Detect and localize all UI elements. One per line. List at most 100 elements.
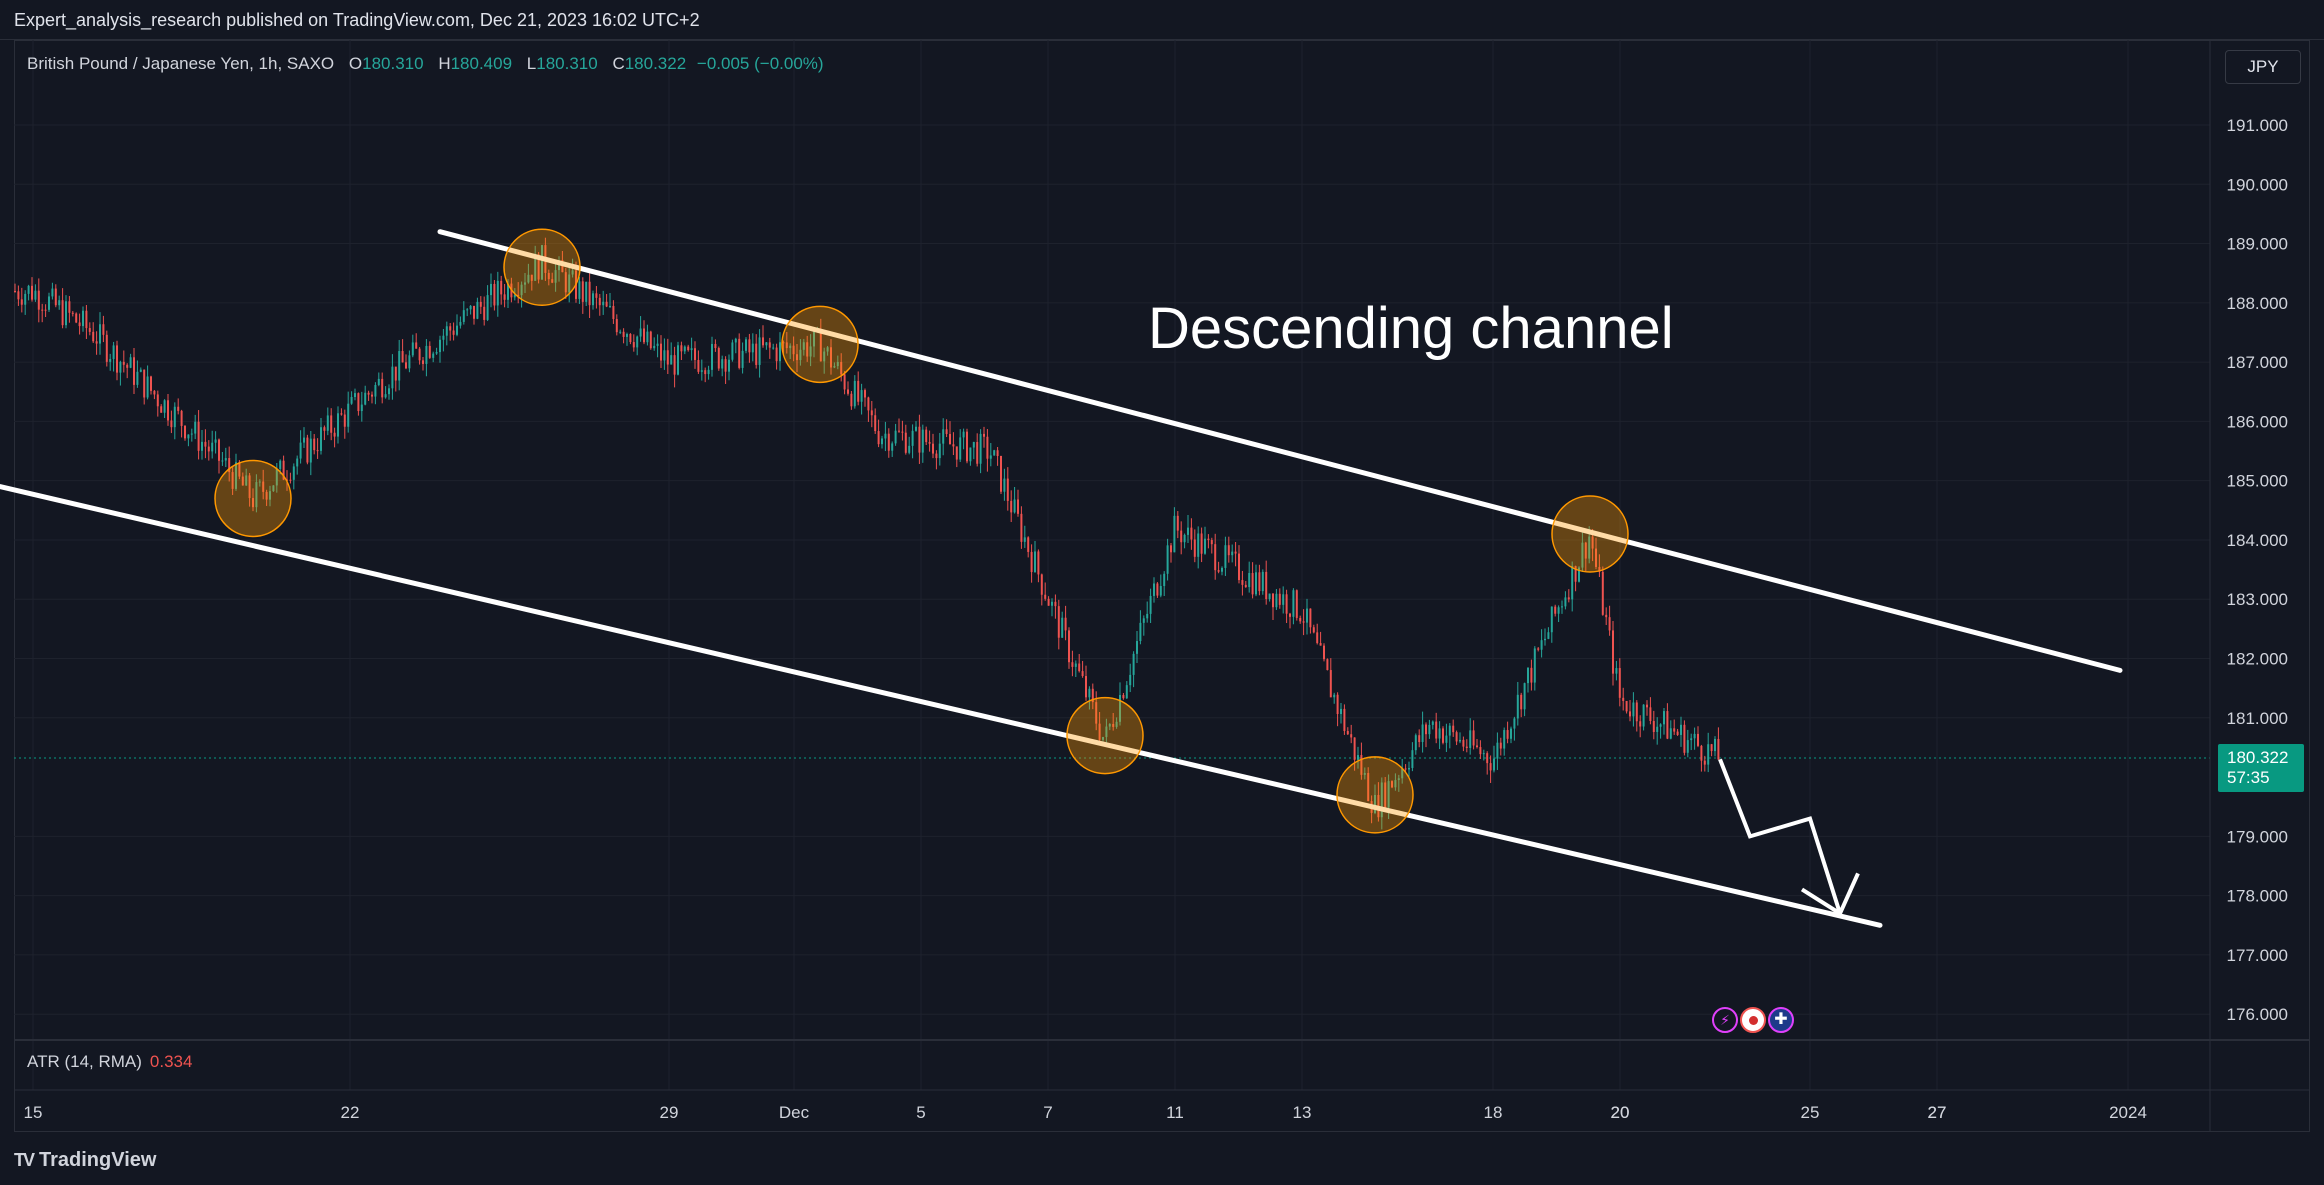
candle-body — [173, 406, 176, 428]
candle-body — [269, 491, 271, 500]
candle-body — [1017, 499, 1019, 514]
candle-body — [296, 458, 299, 467]
candle-body — [1710, 744, 1713, 752]
candle-body — [1176, 515, 1179, 531]
candle-body — [48, 296, 50, 310]
candle-body — [1095, 702, 1098, 724]
candle-body — [700, 370, 703, 372]
tradingview-brand[interactable]: TV TradingView — [14, 1145, 156, 1175]
candle-body — [473, 305, 475, 319]
candle-body — [116, 345, 118, 373]
candle-body — [65, 301, 67, 326]
candle-body — [1401, 768, 1404, 779]
candle-body — [1346, 731, 1349, 735]
candle-body — [1098, 723, 1101, 740]
high-value: 180.409 — [450, 54, 513, 73]
candle-body — [1595, 548, 1597, 567]
candle-body — [1476, 745, 1478, 748]
candle-body — [1068, 630, 1070, 663]
candle-body — [415, 342, 418, 349]
candle-body — [456, 325, 458, 335]
last-price-tag: 180.322 57:35 — [2218, 744, 2304, 792]
candle-body — [330, 415, 333, 433]
candle-body — [714, 343, 717, 349]
candle-body — [1642, 704, 1645, 727]
tradingview-logo-icon: TV — [14, 1149, 35, 1170]
candle-body — [1397, 778, 1400, 781]
candle-body — [316, 450, 319, 452]
candle-body — [85, 310, 88, 329]
touch-point-marker — [1336, 756, 1414, 834]
candle-body — [1717, 738, 1720, 760]
candle-body — [411, 342, 414, 356]
candle-body — [44, 309, 47, 311]
candle-body — [1040, 574, 1043, 595]
japan-flag-icon[interactable] — [1740, 1007, 1766, 1033]
candle-body — [388, 388, 390, 395]
candle-body — [1663, 711, 1665, 725]
candle-body — [1540, 640, 1543, 650]
price-tick-label: 188.000 — [2227, 294, 2288, 313]
candle-body — [1360, 755, 1363, 775]
lightning-icon[interactable]: ⚡ — [1712, 1007, 1738, 1033]
candle-body — [1465, 746, 1468, 748]
time-tick-label: 18 — [1484, 1103, 1503, 1122]
atr-indicator-legend[interactable]: ATR (14, RMA) 0.334 — [27, 1052, 192, 1072]
candle-body — [354, 393, 356, 398]
candle-body — [1319, 643, 1322, 646]
candle-body — [1238, 553, 1240, 581]
candle-body — [1482, 753, 1485, 755]
candle-body — [31, 285, 33, 300]
candle-body — [350, 397, 353, 404]
candle-body — [677, 345, 679, 375]
candle-body — [1027, 537, 1030, 552]
candle-body — [541, 245, 543, 280]
candle-body — [1156, 583, 1159, 596]
candle-body — [37, 290, 40, 310]
symbol-name[interactable]: British Pound / Japanese Yen, 1h, SAXO — [27, 54, 335, 73]
candle-body — [952, 444, 955, 447]
candle-body — [279, 460, 282, 469]
uk-flag-icon[interactable]: ✚ — [1768, 1007, 1794, 1033]
candle-body — [1567, 597, 1570, 600]
candle-body — [554, 270, 557, 283]
candle-body — [1391, 781, 1393, 788]
candle-body — [1159, 586, 1162, 596]
candle-body — [102, 324, 105, 335]
candle-body — [1690, 738, 1693, 741]
candle-body — [1686, 740, 1689, 753]
candle-body — [1044, 594, 1047, 599]
time-tick-label: 25 — [1801, 1103, 1820, 1122]
candle-body — [615, 319, 618, 333]
candle-body — [877, 431, 880, 445]
candle-body — [265, 491, 268, 500]
candle-body — [71, 312, 74, 314]
touch-point-marker — [503, 228, 581, 307]
candle-body — [218, 439, 220, 461]
candle-body — [201, 441, 203, 451]
price-tick-label: 179.000 — [2227, 827, 2288, 846]
candle-body — [500, 280, 503, 295]
candle-body — [156, 394, 159, 407]
candle-body — [371, 394, 373, 397]
candle-body — [1714, 738, 1716, 752]
price-tick-label: 191.000 — [2227, 116, 2288, 135]
price-tick-label: 184.000 — [2227, 531, 2288, 550]
candle-body — [1581, 542, 1584, 568]
currency-button[interactable]: JPY — [2225, 50, 2301, 84]
candle-body — [1452, 725, 1455, 733]
candle-body — [252, 498, 254, 508]
candle-body — [1455, 732, 1458, 742]
candle-body — [1132, 653, 1135, 675]
candle-body — [367, 392, 370, 395]
candle-body — [418, 348, 421, 361]
candle-body — [493, 283, 496, 306]
candle-body — [853, 380, 856, 407]
candle-body — [146, 376, 149, 398]
candle-body — [1034, 551, 1036, 573]
time-tick-label: 22 — [341, 1103, 360, 1122]
candle-body — [1149, 595, 1152, 614]
candle-body — [248, 475, 251, 499]
candle-body — [27, 285, 30, 294]
